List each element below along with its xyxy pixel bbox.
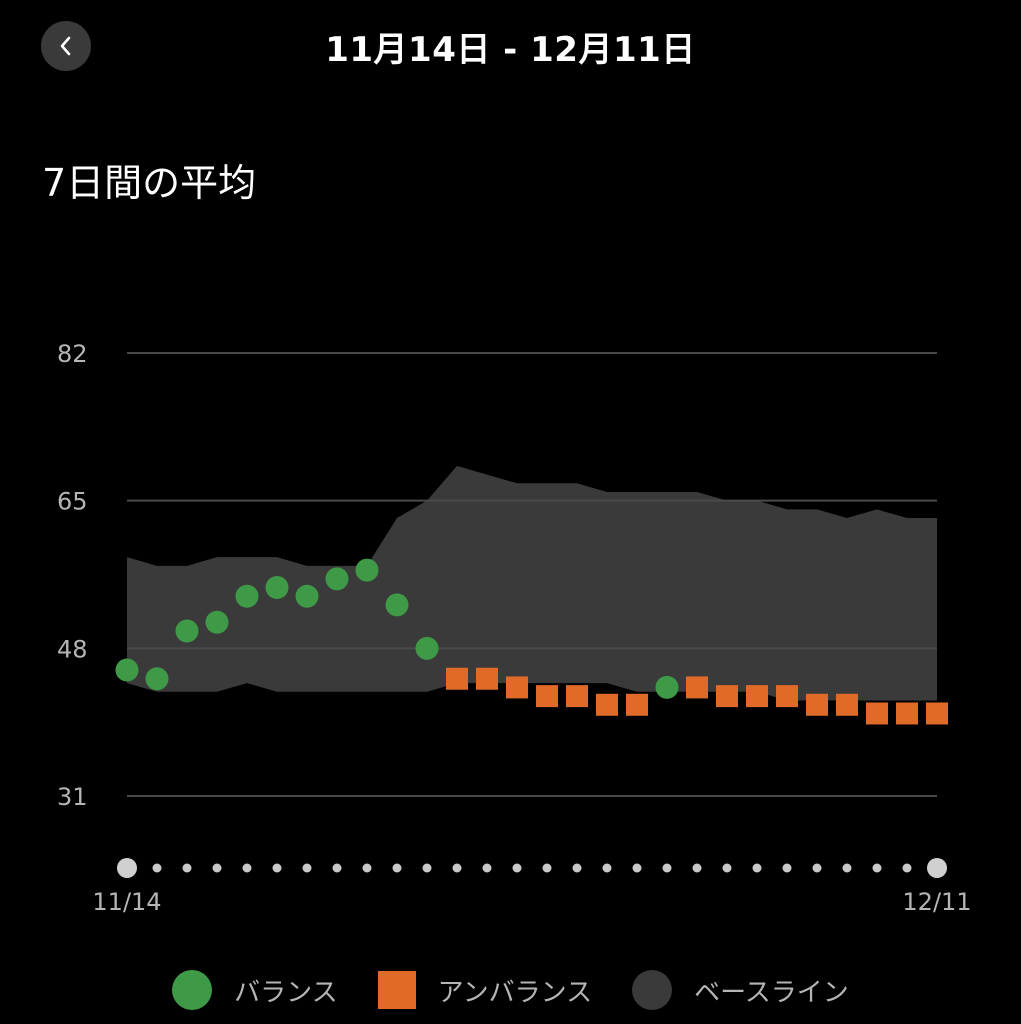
x-axis-dot <box>602 863 612 873</box>
data-point-balance <box>145 667 169 691</box>
x-axis-dot <box>332 863 342 873</box>
legend-baseline-swatch <box>632 970 673 1010</box>
data-point-unbalance <box>506 676 528 699</box>
data-point-unbalance <box>476 667 498 690</box>
legend-balance-swatch <box>172 970 213 1010</box>
x-tick-label-start: 11/14 <box>92 888 161 916</box>
x-axis-dot <box>662 863 672 873</box>
x-axis-dot <box>242 863 252 873</box>
x-axis-dot <box>722 863 732 873</box>
data-point-balance <box>175 619 199 643</box>
back-button[interactable] <box>41 21 91 71</box>
x-axis-dot <box>452 863 462 873</box>
x-axis-dot <box>572 863 582 873</box>
data-point-unbalance <box>746 685 768 708</box>
legend-balance-label: バランス <box>234 977 338 1008</box>
data-point-unbalance <box>446 667 468 690</box>
x-axis-dot <box>392 863 402 873</box>
x-axis-dot <box>872 863 882 873</box>
x-axis-dot <box>812 863 822 873</box>
date-range-title: 11月14日 - 12月11日 <box>325 30 696 70</box>
data-point-unbalance <box>836 693 858 716</box>
legend: バランス アンバランス ベースライン <box>0 965 1021 1015</box>
x-axis-dot <box>782 863 792 873</box>
x-axis-dot <box>752 863 762 873</box>
x-axis-endpoint <box>117 858 137 878</box>
data-point-balance <box>295 584 319 608</box>
x-axis-dot <box>692 863 702 873</box>
y-tick-label: 31 <box>57 783 88 811</box>
x-axis-dot <box>362 863 372 873</box>
x-axis-dot <box>842 863 852 873</box>
x-axis-dot <box>182 863 192 873</box>
x-tick-label-end: 12/11 <box>902 888 971 916</box>
chart: 82 65 48 31 11/14 12/11 <box>57 340 972 916</box>
data-point-balance <box>265 576 289 600</box>
data-point-balance <box>355 558 379 582</box>
data-point-balance <box>415 636 439 660</box>
data-point-unbalance <box>536 685 558 708</box>
data-point-unbalance <box>596 693 618 716</box>
chevron-left-icon <box>60 36 71 56</box>
legend-item-unbalance: アンバランス <box>377 971 593 1009</box>
data-point-unbalance <box>776 685 798 708</box>
y-tick-label: 48 <box>57 635 88 663</box>
data-point-unbalance <box>926 702 948 725</box>
data-point-balance <box>205 610 229 634</box>
data-point-unbalance <box>806 693 828 716</box>
data-point-balance <box>115 658 139 682</box>
baseline-band <box>127 465 937 701</box>
legend-baseline-label: ベースライン <box>694 977 849 1008</box>
x-axis-dot <box>542 863 552 873</box>
data-point-unbalance <box>626 693 648 716</box>
data-point-balance <box>235 584 259 608</box>
data-point-balance <box>385 593 409 617</box>
legend-unbalance-swatch <box>377 971 416 1009</box>
x-axis-dot <box>152 863 162 873</box>
data-point-balance <box>655 675 679 699</box>
legend-item-balance: バランス <box>172 970 338 1010</box>
data-point-unbalance <box>566 685 588 708</box>
section-title: 7日間の平均 <box>42 161 257 205</box>
x-axis-endpoint <box>927 858 947 878</box>
x-axis-dot <box>272 863 282 873</box>
y-tick-label: 65 <box>57 488 88 516</box>
x-axis-dot <box>302 863 312 873</box>
x-axis-dot <box>902 863 912 873</box>
legend-item-baseline: ベースライン <box>632 970 849 1010</box>
data-point-unbalance <box>896 702 918 725</box>
data-point-balance <box>325 567 349 591</box>
data-point-unbalance <box>716 685 738 708</box>
y-tick-label: 82 <box>57 340 88 368</box>
data-point-unbalance <box>866 702 888 725</box>
x-axis-dot <box>512 863 522 873</box>
x-axis-dot <box>422 863 432 873</box>
data-point-unbalance <box>686 676 708 699</box>
x-axis-dot <box>482 863 492 873</box>
x-axis-dot <box>632 863 642 873</box>
x-axis-dot <box>212 863 222 873</box>
legend-unbalance-label: アンバランス <box>437 977 593 1008</box>
